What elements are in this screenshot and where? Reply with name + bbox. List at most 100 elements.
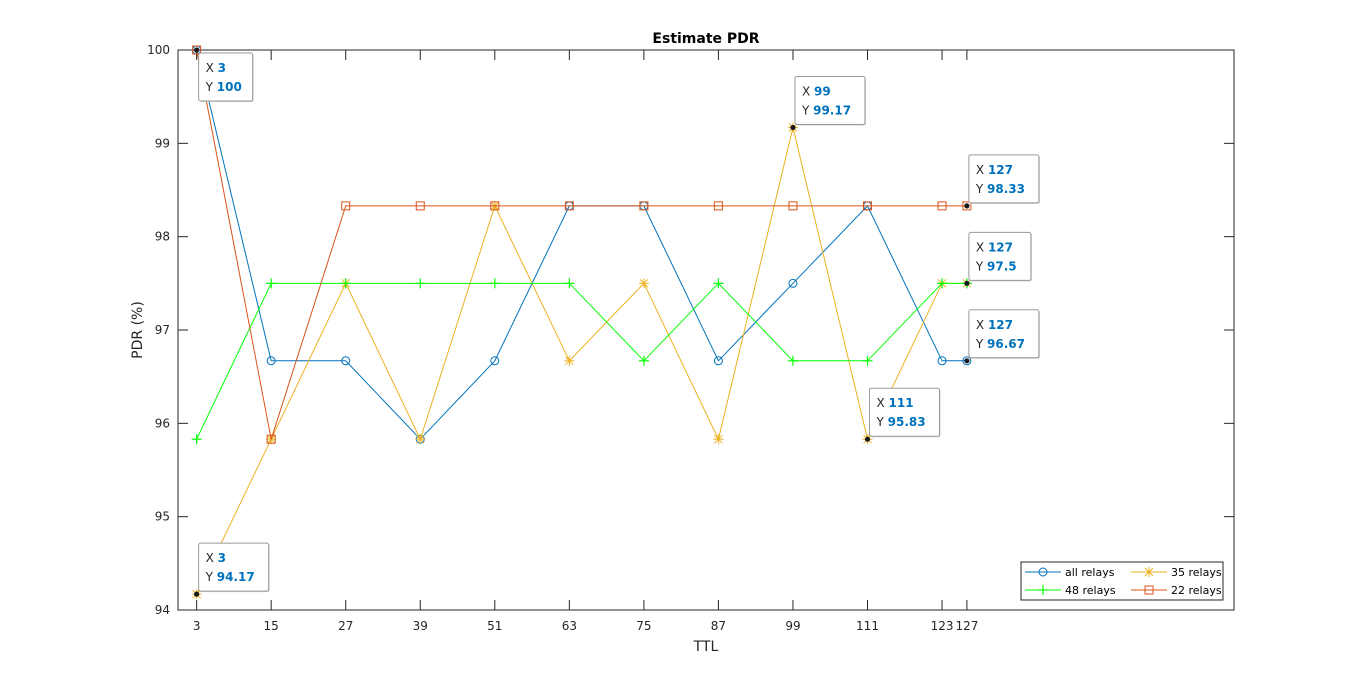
- legend-entry-all-relays[interactable]: all relays: [1025, 566, 1115, 579]
- data-point-48-relays: [787, 355, 798, 366]
- series-layer: [191, 45, 972, 600]
- x-tick-label: 87: [711, 619, 726, 633]
- data-point-all-relays: [490, 356, 500, 366]
- data-point-48-relays: [862, 355, 873, 366]
- data-point-48-relays: [489, 278, 500, 289]
- data-point-35-relays: [415, 434, 426, 445]
- series-48-relays: [191, 278, 972, 445]
- data-point-35-relays: [564, 355, 575, 366]
- datatip-x-value: 127: [988, 318, 1013, 332]
- x-tick-label: 123: [931, 619, 954, 633]
- plot-area: [177, 49, 1235, 611]
- datatip-y-prefix: Y 98.33: [975, 182, 1025, 196]
- data-point-all-relays: [937, 356, 947, 366]
- datatip-x-prefix: X 127: [976, 240, 1013, 254]
- x-tick-label: 75: [636, 619, 651, 633]
- datatip[interactable]: X 127 Y 96.67: [964, 309, 1040, 364]
- x-tick-label: 111: [856, 619, 879, 633]
- datatip[interactable]: X 99 Y 99.17: [790, 75, 866, 131]
- data-point-48-relays: [713, 278, 724, 289]
- datatip-y-prefix: Y 94.17: [205, 570, 255, 584]
- y-tick-label: 95: [155, 510, 170, 524]
- datatip-anchor-dot: [864, 436, 871, 442]
- data-point-22-relays: [564, 201, 574, 211]
- datatip-y-value: 94.17: [217, 570, 255, 584]
- data-point-all-relays: [713, 356, 723, 366]
- data-point-48-relays: [564, 278, 575, 289]
- datatip[interactable]: X 3 Y 94.17: [194, 542, 270, 597]
- data-point-22-relays: [639, 201, 649, 211]
- datatip-y-value: 99.17: [813, 103, 851, 117]
- legend-entry-22-relays[interactable]: 22 relays: [1131, 584, 1222, 597]
- datatip[interactable]: X 127 Y 98.33: [964, 154, 1040, 209]
- legend-marker: [1144, 567, 1154, 577]
- series-line-22-relays: [196, 49, 967, 440]
- data-point-all-relays: [341, 356, 351, 366]
- legend-marker: [1038, 567, 1048, 577]
- x-tick-label: 15: [264, 619, 279, 633]
- legend-marker: [1144, 585, 1154, 595]
- y-tick-label: 99: [155, 136, 170, 150]
- datatip[interactable]: X 111 Y 95.83: [864, 387, 941, 442]
- datatip-y-value: 97.5: [987, 259, 1017, 273]
- datatip-y-prefix: Y 99.17: [801, 103, 851, 117]
- datatip-box: [869, 387, 941, 437]
- legend-entry-35-relays[interactable]: 35 relays: [1131, 566, 1222, 579]
- y-tick-label: 96: [155, 416, 170, 430]
- datatip-y-prefix: Y 97.5: [975, 259, 1017, 273]
- datatip-box: [968, 154, 1040, 204]
- datatip-anchor-dot: [790, 124, 796, 131]
- legend-entry-48-relays[interactable]: 48 relays: [1025, 584, 1116, 597]
- datatip-x-value: 127: [988, 163, 1013, 177]
- x-tick-label: 127: [955, 619, 978, 633]
- datatip-x-prefix: X 3: [206, 551, 226, 565]
- chart-title: Estimate PDR: [652, 31, 759, 47]
- series-22-relays: [192, 45, 972, 444]
- data-point-48-relays: [340, 278, 351, 289]
- x-tick-label: 51: [487, 619, 502, 633]
- x-tick-label: 99: [785, 619, 800, 633]
- data-point-48-relays: [415, 278, 426, 289]
- datatip-y-value: 100: [217, 80, 242, 94]
- data-point-22-relays: [341, 201, 351, 211]
- datatip-box: [198, 52, 254, 102]
- datatip-x-prefix: X 127: [976, 318, 1013, 332]
- datatip-x-prefix: X 99: [802, 84, 831, 98]
- datatip-anchor-dot: [194, 47, 200, 53]
- legend-box: [1020, 561, 1224, 601]
- datatip-y-prefix: Y 96.67: [975, 337, 1025, 351]
- datatip[interactable]: X 3 Y 100: [194, 47, 254, 102]
- y-tick-label: 98: [155, 230, 170, 244]
- datatip-y-value: 96.67: [987, 337, 1025, 351]
- data-point-22-relays: [192, 45, 202, 55]
- x-tick-label: 3: [193, 619, 201, 633]
- data-point-48-relays: [191, 434, 202, 445]
- series-line-48-relays: [196, 282, 967, 440]
- datatip-x-prefix: X 111: [877, 396, 914, 410]
- datatip-x-value: 99: [814, 84, 831, 98]
- data-point-22-relays: [490, 201, 500, 211]
- data-point-35-relays: [638, 278, 649, 289]
- legend-label: 35 relays: [1171, 566, 1222, 579]
- datatip-box: [794, 75, 866, 125]
- y-axis-label: PDR (%): [130, 301, 146, 359]
- y-tick-label: 94: [155, 603, 170, 617]
- x-tick-label: 39: [413, 619, 428, 633]
- data-point-22-relays: [937, 201, 947, 211]
- datatip-anchor-dot: [964, 203, 970, 209]
- x-axis: 3 15 27 39 51 63 75 87 99 111 123 127: [193, 50, 978, 633]
- x-axis-label: TTL: [693, 639, 719, 655]
- data-point-22-relays: [788, 201, 798, 211]
- x-tick-label: 27: [338, 619, 353, 633]
- datatip-x-prefix: X 127: [976, 163, 1013, 177]
- datatip-x-value: 3: [218, 61, 226, 75]
- legend-marker: [1038, 585, 1048, 595]
- legend[interactable]: all relays 35 relays 48 relays 22 relays: [1020, 561, 1224, 601]
- datatip-y-prefix: Y 100: [205, 80, 242, 94]
- data-point-22-relays: [415, 201, 425, 211]
- data-point-all-relays: [788, 278, 798, 288]
- data-point-22-relays: [863, 201, 873, 211]
- datatip[interactable]: X 127 Y 97.5: [964, 231, 1032, 286]
- y-axis: 94 95 96 97 98 99 100: [147, 43, 1234, 617]
